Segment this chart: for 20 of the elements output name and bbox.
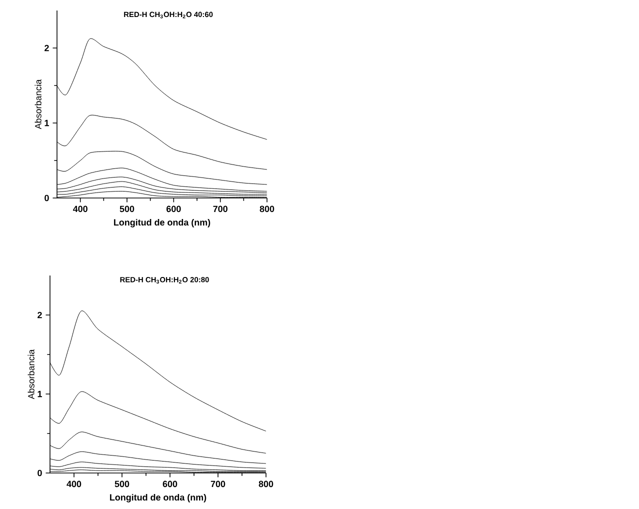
- y-tick-label: 2: [44, 44, 49, 52]
- x-tick-label: 400: [66, 480, 82, 488]
- x-axis-title: Longitud de onda (nm): [110, 494, 206, 502]
- y-tick-label: 2: [38, 312, 42, 318]
- x-tick-label: 400: [72, 206, 88, 212]
- y-axis-title: Absorbancia: [28, 349, 34, 400]
- x-tick-label: 700: [213, 206, 228, 212]
- y-tick-label: 1: [38, 390, 42, 398]
- x-tick-label: 500: [120, 206, 134, 212]
- y-axis-title: Absorbancia: [34, 79, 42, 130]
- y-tick-label: 1: [44, 120, 49, 126]
- x-tick-label: 600: [162, 480, 178, 488]
- x-tick-label: 800: [260, 206, 274, 212]
- x-tick-label: 600: [166, 206, 181, 212]
- x-tick-label: 700: [210, 480, 226, 488]
- x-tick-label: 800: [258, 480, 274, 488]
- y-tick-label: 0: [38, 470, 42, 476]
- x-axis-title: Longitud de onda (nm): [114, 218, 210, 228]
- x-tick-label: 500: [114, 480, 130, 488]
- y-tick-label: 0: [44, 194, 49, 202]
